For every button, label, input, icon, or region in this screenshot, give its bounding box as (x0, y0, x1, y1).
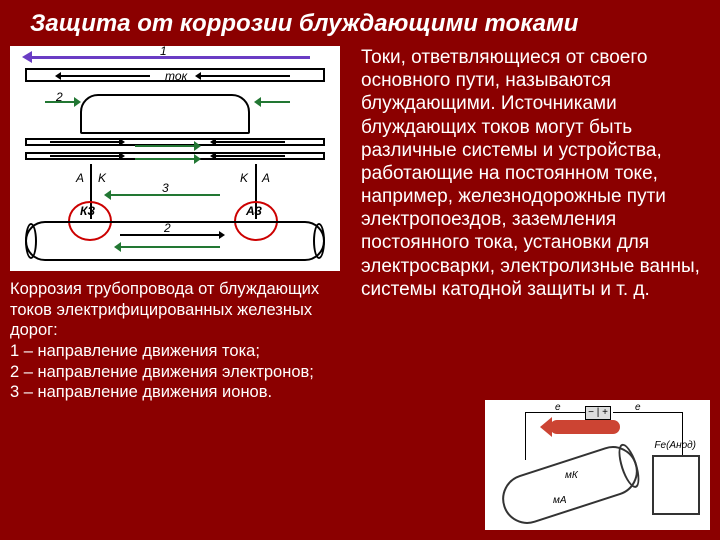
content-row: 1 ток 2 A K K A 3 К (0, 46, 720, 403)
pipeline (25, 221, 325, 261)
diagram-railway-corrosion: 1 ток 2 A K K A 3 К (10, 46, 340, 271)
green-arrow-tl (45, 101, 75, 103)
label-mk: мК (565, 470, 578, 481)
label-az: АЗ (246, 204, 262, 218)
body-text: Токи, ответвляющиеся от своего основного… (361, 46, 714, 301)
pipe-cap (614, 441, 643, 490)
wire-inner-arrow-l (60, 75, 150, 77)
wire-down-left (525, 412, 526, 460)
protected-pipe (496, 440, 645, 531)
right-column: Токи, ответвляющиеся от своего основного… (355, 46, 714, 403)
red-current-arrow (550, 420, 620, 434)
diagram1-caption: Коррозия трубопровода от блуждающих токо… (10, 279, 355, 403)
label-K-left: K (98, 171, 106, 185)
diagram-cathodic-protection: − | + e e мК мА Fe(Анод) (485, 400, 710, 530)
label-fe: Fe(Анод) (654, 440, 696, 451)
rail-arrow-l2 (50, 155, 120, 157)
green-arrow-mid2 (135, 158, 195, 160)
page-title: Защита от коррозии блуждающими токами (0, 0, 720, 46)
wire-inner-arrow-r (200, 75, 290, 77)
green-arrow-mid1 (135, 145, 195, 147)
label-A-right: A (262, 171, 270, 185)
label-tok: ток (165, 69, 187, 83)
label-A-left: A (76, 171, 84, 185)
pipe-green-arrow (120, 246, 220, 248)
caption-line-1: 1 – направление движения тока; (10, 341, 355, 362)
rail-arrow-r2 (215, 155, 285, 157)
anode-box (652, 455, 700, 515)
wire-right (613, 412, 683, 413)
caption-intro: Коррозия трубопровода от блуждающих токо… (10, 279, 355, 341)
green-arrow-ion (110, 194, 220, 196)
label-kz: КЗ (80, 204, 95, 218)
label-1: 1 (160, 44, 167, 58)
left-column: 1 ток 2 A K K A 3 К (10, 46, 355, 403)
label-3: 3 (162, 181, 169, 195)
label-e-right: e (635, 402, 641, 413)
battery-icon: − | + (585, 406, 611, 420)
caption-line-3: 3 – направление движения ионов. (10, 382, 355, 403)
label-K-right: K (240, 171, 248, 185)
pipe-cap-left (25, 223, 37, 259)
label-2-pipe: 2 (164, 221, 171, 235)
pipe-cap-right (313, 223, 325, 259)
label-e-left: e (555, 402, 561, 413)
rail-arrow-r1 (215, 141, 285, 143)
label-ma: мА (553, 495, 567, 506)
caption-line-2: 2 – направление движения электронов; (10, 362, 355, 383)
green-arrow-tr (260, 101, 290, 103)
tram-body (80, 94, 250, 134)
top-current-arrow (30, 56, 310, 59)
rail-arrow-l1 (50, 141, 120, 143)
